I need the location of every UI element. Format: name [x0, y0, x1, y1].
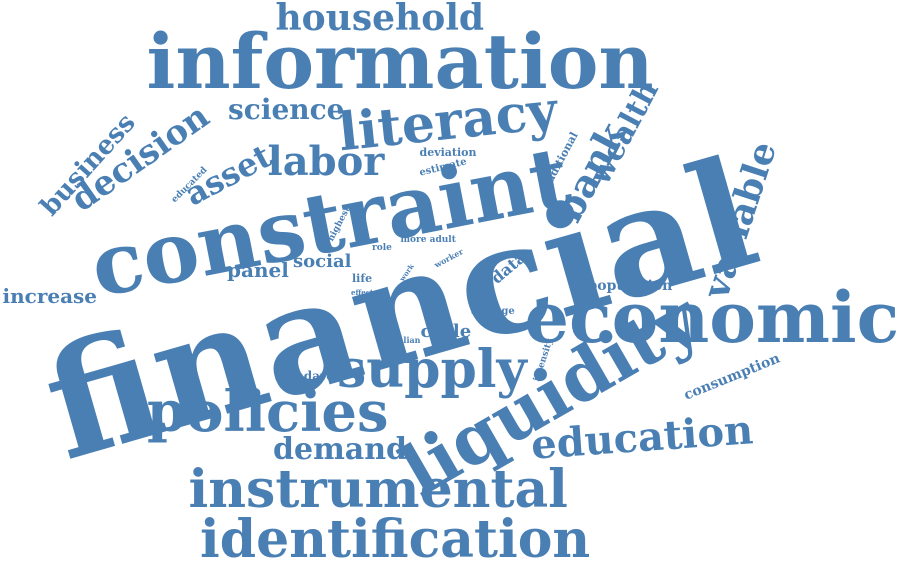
word-cycle: cycle: [420, 321, 472, 342]
word-italian: italian: [391, 335, 421, 345]
word-identification: identification: [200, 509, 591, 563]
word-effect: effect: [351, 287, 374, 297]
word-standard: standard: [275, 369, 335, 383]
word-average: average: [471, 306, 515, 317]
word-panel: panel: [227, 258, 289, 282]
word-education: education: [529, 406, 755, 469]
word-demand: demand: [273, 432, 408, 467]
word-consumption: consumption: [681, 350, 783, 404]
word-economic: economic: [524, 276, 900, 359]
word-deviation: deviation: [419, 145, 477, 159]
word-more-adult: more adult: [400, 234, 456, 245]
word-policies: policies: [147, 379, 389, 445]
word-labor: labor: [267, 138, 385, 185]
word-information: information: [146, 17, 654, 106]
word-life: life: [352, 271, 373, 285]
word-increase: increase: [2, 284, 98, 308]
word-science: science: [228, 93, 345, 126]
word-population: population: [587, 278, 673, 294]
word-role: role: [372, 242, 392, 253]
word-household: household: [275, 0, 485, 39]
word-instrumental: instrumental: [188, 459, 568, 520]
word-supply: supply: [337, 339, 527, 400]
word-shiw: shiw: [404, 277, 422, 287]
word-social: social: [293, 251, 352, 272]
